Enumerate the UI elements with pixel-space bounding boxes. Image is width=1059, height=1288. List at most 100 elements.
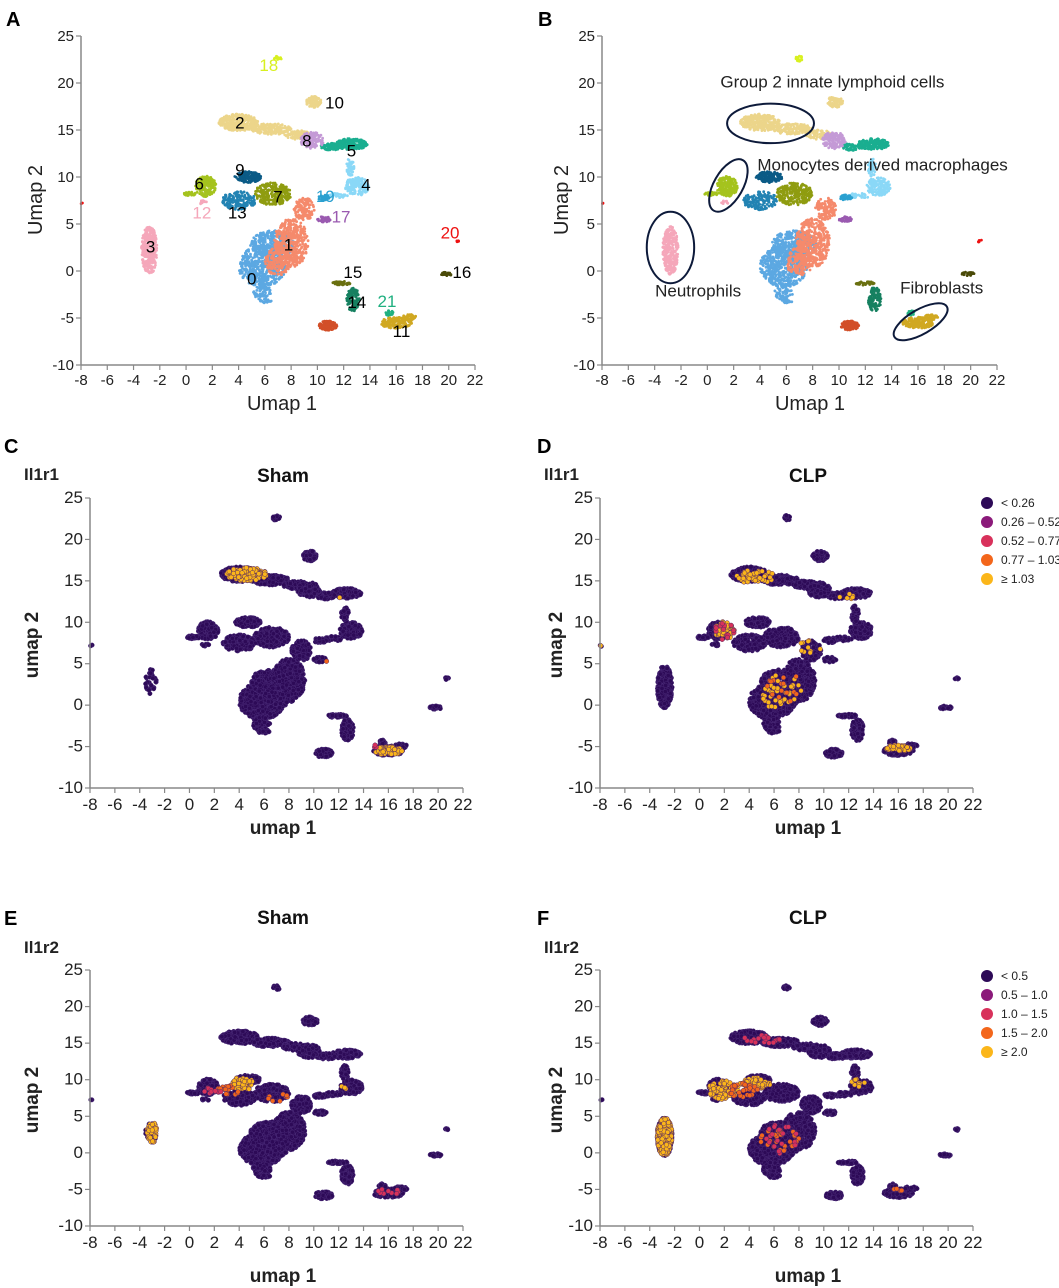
data-point [261, 261, 264, 264]
data-point [279, 277, 282, 280]
data-point [266, 278, 269, 281]
data-point [248, 265, 251, 268]
x-tick-label: 16 [388, 372, 405, 389]
cluster-label: 20 [441, 223, 460, 242]
data-point [331, 327, 334, 330]
y-tick-label: 0 [66, 263, 74, 280]
data-point [349, 167, 352, 170]
data-point [288, 258, 291, 261]
data-point [312, 205, 315, 208]
data-point [320, 215, 323, 218]
data-point [347, 170, 350, 173]
data-point [152, 260, 155, 263]
data-point [229, 199, 232, 202]
data-point [283, 134, 286, 137]
data-point [224, 204, 227, 207]
data-point [294, 135, 297, 138]
data-point [253, 199, 256, 202]
data-point [268, 130, 271, 133]
data-point [153, 230, 156, 233]
data-point [282, 261, 285, 264]
data-point [258, 290, 261, 293]
data-point [212, 186, 215, 189]
data-point [268, 203, 271, 206]
data-point [295, 227, 298, 230]
data-point [300, 239, 303, 242]
data-point [353, 192, 356, 195]
data-point [315, 96, 318, 99]
data-point [298, 236, 301, 239]
data-point [327, 329, 330, 332]
data-point [345, 186, 348, 189]
data-point [258, 269, 261, 272]
data-point [249, 253, 252, 256]
figure: A -8 -6 -4 -2 0 2 4 6 8 10 12 14 16 18 20 22 25 20 15 10 5 0 -5… [0, 0, 1059, 1288]
data-point [273, 278, 276, 281]
data-point [267, 254, 270, 257]
panel-letter: B [538, 9, 552, 31]
data-point [296, 234, 299, 237]
data-point [336, 141, 339, 144]
data-point [295, 200, 298, 203]
data-point [277, 123, 280, 126]
data-point [144, 234, 147, 237]
data-point [282, 264, 285, 267]
data-point [141, 253, 144, 256]
data-point [284, 219, 287, 222]
data-point [313, 104, 316, 107]
data-point [346, 282, 349, 285]
data-point [280, 183, 283, 186]
y-tick-label: 15 [57, 122, 74, 139]
data-point [295, 220, 298, 223]
data-point [321, 137, 324, 140]
data-point [271, 267, 274, 270]
data-point [329, 148, 332, 151]
cluster-label: 7 [273, 188, 282, 207]
data-point [245, 114, 248, 117]
data-point [348, 283, 351, 286]
data-point [278, 233, 281, 236]
x-tick-label: 8 [287, 372, 295, 389]
data-point [342, 141, 345, 144]
data-point [333, 322, 336, 325]
data-point [385, 325, 388, 328]
data-point [296, 230, 299, 233]
data-point [260, 272, 263, 275]
data-point [263, 250, 266, 253]
data-point [306, 245, 309, 248]
data-point [255, 234, 258, 237]
data-point [277, 129, 280, 132]
data-point [297, 215, 300, 218]
data-point [272, 256, 275, 259]
data-point [353, 183, 356, 186]
data-point [223, 198, 226, 201]
data-point [253, 244, 256, 247]
data-point [357, 139, 360, 142]
data-point [264, 260, 267, 263]
data-point [234, 200, 237, 203]
data-point [281, 130, 284, 133]
data-point [262, 246, 265, 249]
data-point [141, 245, 144, 248]
data-point [333, 142, 336, 145]
data-point [280, 247, 283, 250]
data-point [306, 103, 309, 106]
data-point [271, 272, 274, 275]
data-point [304, 243, 307, 246]
data-point [247, 250, 250, 253]
data-point [273, 127, 276, 130]
data-point [259, 195, 262, 198]
data-point [264, 301, 267, 304]
data-point [265, 245, 268, 248]
data-point [254, 249, 257, 252]
data-point [230, 194, 233, 197]
data-point [247, 119, 250, 122]
data-point [153, 234, 156, 237]
data-point [265, 272, 268, 275]
data-point [260, 264, 263, 267]
data-point [297, 209, 300, 212]
data-point [305, 252, 308, 255]
y-tick-label: 5 [66, 216, 74, 233]
data-point [293, 130, 296, 133]
data-point [338, 196, 341, 199]
